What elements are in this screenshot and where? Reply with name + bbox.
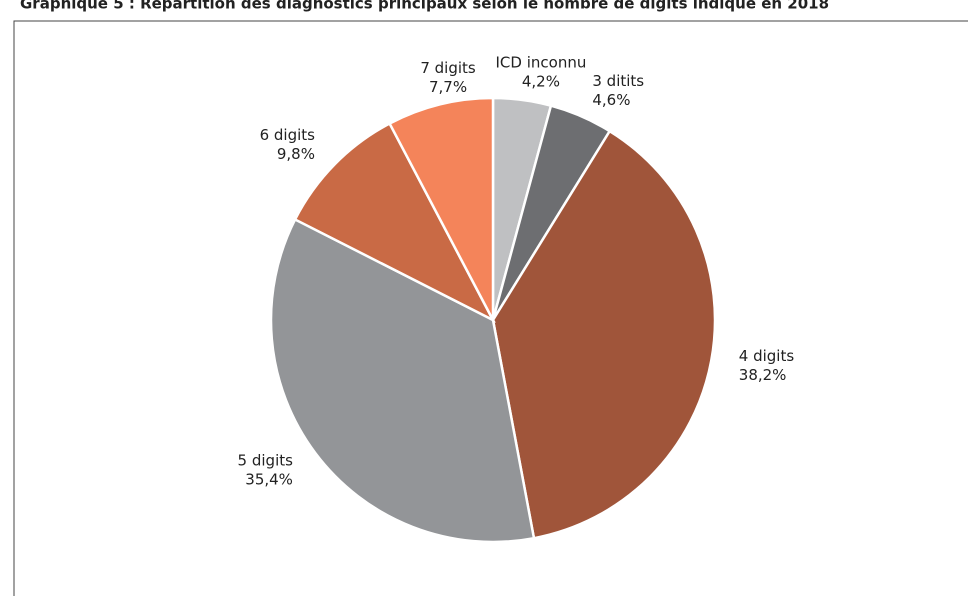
slice-label: 5 digits [238, 451, 294, 469]
slice-value-label: 38,2% [739, 366, 787, 384]
slice-label: ICD inconnu [496, 54, 587, 72]
slice-label: 4 digits [739, 347, 795, 365]
slice-value-label: 9,8% [277, 145, 315, 163]
frame [13, 20, 968, 596]
pie-slice [387, 96, 495, 321]
pie-slice [269, 217, 536, 544]
pie-slice [491, 129, 717, 540]
slice-value-label: 4,6% [592, 91, 630, 109]
slice-label: 6 digits [260, 126, 316, 144]
slice-value-label: 7,7% [429, 78, 467, 96]
slice-label: 7 digits [420, 59, 476, 77]
chart-title: Graphique 5 : Répartition des diagnostic… [20, 0, 829, 13]
slice-value-label: 35,4% [245, 470, 293, 488]
slice-label: 3 ditits [592, 72, 644, 90]
pie-slice [293, 121, 496, 323]
slice-value-label: 4,2% [522, 73, 560, 91]
